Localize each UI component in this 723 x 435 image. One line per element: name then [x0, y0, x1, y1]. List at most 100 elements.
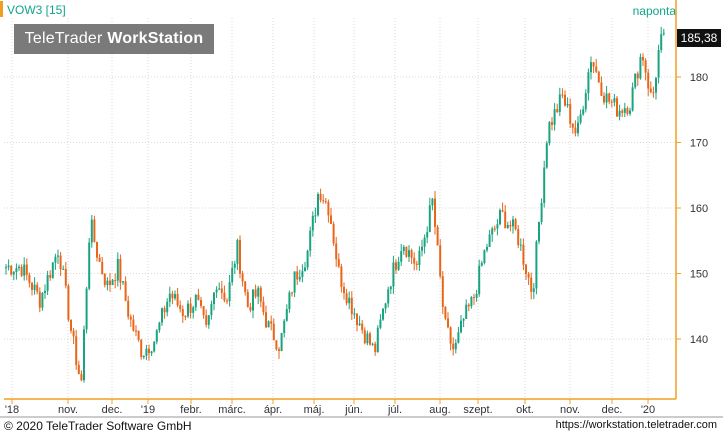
- candle: [605, 86, 608, 109]
- candle: [218, 282, 221, 291]
- candle: [132, 314, 135, 332]
- candle: [657, 44, 660, 84]
- candle: [301, 264, 304, 283]
- candle: [337, 253, 340, 269]
- x-tick-label: jún.: [344, 404, 363, 416]
- candle: [405, 246, 408, 258]
- candle: [595, 58, 598, 74]
- candle: [192, 305, 195, 319]
- candle: [67, 283, 70, 322]
- candle: [382, 308, 384, 321]
- candle: [447, 312, 449, 329]
- candle: [335, 236, 338, 267]
- candle: [184, 315, 187, 321]
- candle: [517, 225, 520, 249]
- y-tick-label: 180: [690, 72, 708, 84]
- candle: [488, 229, 491, 248]
- candle: [636, 71, 639, 86]
- candle: [639, 53, 642, 80]
- candle: [410, 248, 413, 265]
- candle: [452, 337, 455, 356]
- candle: [379, 314, 382, 330]
- candle: [496, 219, 499, 236]
- source-url[interactable]: https://workstation.teletrader.com: [555, 419, 717, 431]
- candle: [618, 104, 621, 121]
- candle: [330, 207, 332, 224]
- logo-text-light: TeleTrader: [24, 30, 103, 47]
- y-tick-label: 140: [690, 334, 708, 346]
- candle: [171, 290, 174, 305]
- candle: [33, 277, 36, 295]
- candle: [566, 97, 569, 108]
- candle: [103, 273, 106, 288]
- candle: [62, 265, 65, 270]
- candle: [197, 288, 200, 301]
- candle: [600, 76, 603, 96]
- x-tick-label: febr.: [180, 404, 201, 416]
- candle: [343, 282, 345, 300]
- candle: [519, 238, 522, 251]
- candle: [418, 246, 421, 271]
- candle: [228, 275, 231, 307]
- candle: [7, 259, 10, 271]
- candle: [223, 285, 226, 303]
- candle: [137, 330, 140, 342]
- candle: [340, 263, 343, 293]
- candle: [423, 234, 426, 254]
- candle: [59, 252, 62, 276]
- candle: [660, 26, 663, 53]
- symbol-accent: [0, 1, 3, 17]
- x-tick-label: okt.: [516, 404, 534, 416]
- candle: [462, 317, 465, 328]
- candle: [408, 245, 410, 262]
- period-label[interactable]: naponta: [632, 4, 676, 18]
- candle: [486, 243, 488, 253]
- candle: [231, 261, 234, 286]
- candle: [655, 77, 657, 100]
- candle: [535, 240, 538, 295]
- candle: [460, 314, 462, 334]
- candle: [421, 239, 423, 257]
- candle: [509, 220, 512, 232]
- candle: [244, 280, 247, 296]
- candle: [262, 296, 265, 316]
- candle: [145, 344, 148, 360]
- teletrader-logo: TeleTrader WorkStation: [14, 24, 214, 54]
- candle: [306, 249, 309, 270]
- candle: [233, 260, 236, 275]
- candle: [475, 289, 478, 302]
- candle: [662, 28, 665, 36]
- candle: [122, 281, 124, 286]
- candle: [319, 188, 322, 203]
- candle: [631, 82, 634, 112]
- candle: [348, 291, 351, 310]
- candle: [592, 61, 595, 74]
- candle: [64, 261, 67, 289]
- candle: [46, 270, 49, 296]
- candle: [285, 304, 288, 322]
- candle: [246, 289, 249, 308]
- candle: [431, 197, 434, 211]
- candle: [254, 284, 257, 299]
- candle: [150, 350, 153, 356]
- candle: [395, 259, 397, 274]
- candle: [10, 265, 13, 277]
- candle: [77, 360, 80, 375]
- candle: [543, 160, 546, 208]
- candle: [454, 339, 457, 354]
- candle: [5, 264, 7, 275]
- candle: [626, 106, 629, 116]
- candle: [504, 205, 507, 229]
- last-price-tag: 185,38: [677, 29, 721, 47]
- candle: [181, 305, 184, 323]
- symbol-label[interactable]: VOW3 [15]: [7, 3, 66, 17]
- candle: [220, 280, 223, 300]
- candle: [252, 289, 254, 319]
- candle: [57, 249, 59, 265]
- candle: [189, 297, 192, 319]
- candle: [642, 53, 644, 67]
- candle: [499, 208, 501, 226]
- candle: [202, 306, 205, 319]
- candle: [356, 313, 358, 332]
